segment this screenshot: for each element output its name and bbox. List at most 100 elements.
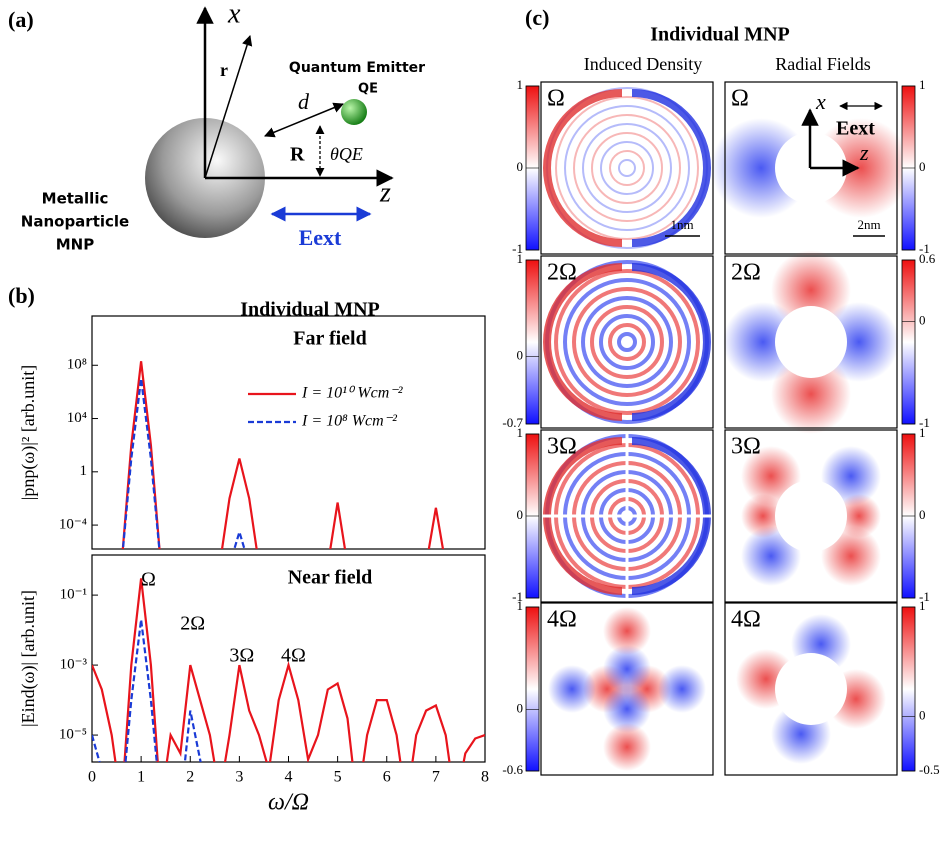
r-label: r	[220, 60, 228, 80]
x-label: x	[227, 0, 241, 29]
colorbar	[526, 607, 539, 771]
particle-label: Nanoparticle	[21, 213, 129, 231]
density-pattern	[547, 262, 707, 422]
order-label: 4Ω	[731, 607, 761, 633]
panel-a: (a) x z r Quantum Emitter QE d R θQE Eex…	[8, 0, 425, 254]
x-axis-label: ω/Ω	[268, 790, 309, 816]
density-ring	[574, 115, 680, 221]
order-label: 4Ω	[547, 607, 577, 633]
series-line	[328, 503, 348, 566]
density-ring	[619, 160, 635, 176]
annotation: Near field	[288, 567, 373, 589]
x-tick-label: 3	[235, 769, 243, 786]
order-label: 3Ω	[731, 434, 761, 460]
density-ring	[583, 124, 671, 212]
z-label: z	[379, 177, 391, 208]
colorbar-label: 1	[919, 77, 926, 92]
R-label: R	[290, 144, 305, 166]
colorbar-label: 0	[517, 347, 524, 362]
y-tick-label: 10⁻⁵	[59, 727, 87, 743]
y-axis-label: |pnp(ω)|² [arb.unit]	[18, 365, 39, 500]
colorbar	[902, 607, 915, 771]
particle-mask	[775, 306, 847, 378]
column-header: Radial Fields	[775, 54, 871, 74]
annotation: Far field	[293, 328, 367, 350]
particle-mask	[775, 653, 847, 725]
x-tick-label: 8	[481, 769, 489, 786]
x-tick-label: 2	[186, 769, 194, 786]
colorbar	[902, 260, 915, 424]
density-ring	[592, 133, 662, 203]
emitter-title: Quantum Emitter	[289, 60, 425, 76]
x-tick-label: 4	[285, 769, 293, 786]
colorbar-label: 0	[919, 159, 926, 174]
legend-label: I = 10⁸ Wcm⁻²	[301, 413, 398, 430]
colorbar-label: 0	[919, 312, 926, 327]
order-label: 3Ω	[547, 434, 577, 460]
peak-label: 2Ω	[180, 613, 205, 635]
density-ring	[610, 325, 644, 359]
y-tick-label: 1	[80, 463, 88, 479]
emitter-label: QE	[358, 82, 378, 97]
x-tick-label: 1	[137, 769, 145, 786]
series-line	[180, 711, 210, 806]
colorbar-label: 0	[517, 700, 524, 715]
density-lobe	[603, 723, 651, 771]
panel-label: (a)	[8, 7, 34, 32]
particle-label: MNP	[56, 236, 94, 254]
y-tick-label: 10⁻¹	[60, 587, 87, 603]
order-label: Ω	[731, 86, 749, 112]
colorbar-label: 0	[919, 507, 926, 522]
colorbar-label: -0.5	[919, 762, 940, 777]
x-tick-label: 0	[88, 769, 96, 786]
density-lobe	[548, 665, 596, 713]
peak-label: 4Ω	[281, 645, 306, 667]
x-tick-label: 6	[383, 769, 391, 786]
column-header: Induced Density	[584, 54, 702, 74]
y-tick-label: 10⁴	[67, 410, 87, 426]
panel-title: Individual MNP	[650, 24, 789, 46]
peak-label: 3Ω	[229, 645, 254, 667]
colorbar-label: 1	[919, 598, 926, 613]
field-label: Eext	[299, 225, 342, 250]
particle-mask	[775, 480, 847, 552]
inset-label: x	[815, 89, 826, 114]
y-tick-label: 10⁻⁴	[59, 517, 87, 533]
colorbar-label: 0	[517, 159, 524, 174]
y-axis-label: |Eind(ω)| [arb.unit]	[18, 590, 39, 727]
y-tick-label: 10⁸	[67, 357, 87, 373]
colorbar-label: 1	[517, 425, 524, 440]
colorbar-label: 1	[919, 425, 926, 440]
x-tick-label: 5	[334, 769, 342, 786]
particle-label: Metallic	[42, 190, 109, 208]
panel-label: (b)	[8, 283, 35, 308]
theta-label: θQE	[330, 144, 363, 164]
scale-label: 1nm	[670, 217, 693, 232]
panel-label: (c)	[525, 5, 549, 30]
peak-label: Ω	[141, 569, 156, 591]
scale-label: 2nm	[857, 217, 880, 232]
density-ring	[619, 334, 635, 350]
series-line	[122, 361, 161, 565]
colorbar-label: -0.6	[502, 762, 523, 777]
order-label: 2Ω	[731, 260, 761, 286]
colorbar	[526, 260, 539, 424]
inset-label: Eext	[836, 118, 875, 140]
density-ring	[574, 289, 680, 395]
d-label: d	[298, 89, 310, 114]
order-label: 2Ω	[547, 260, 577, 286]
colorbar-label: 0.6	[919, 251, 936, 266]
order-label: Ω	[547, 86, 565, 112]
panel-title: Individual MNP	[240, 299, 379, 321]
colorbar-label: 1	[517, 251, 524, 266]
density-ring	[601, 142, 653, 194]
density-ring	[610, 151, 644, 185]
quantum-emitter	[341, 99, 367, 125]
y-tick-label: 10⁻³	[60, 657, 88, 673]
legend-label: I = 10¹⁰ Wcm⁻²	[301, 385, 404, 402]
density-ring	[556, 271, 698, 413]
colorbar-label: 1	[517, 598, 524, 613]
series-line	[122, 379, 161, 565]
colorbar-label: 0	[517, 507, 524, 522]
x-tick-label: 7	[432, 769, 440, 786]
